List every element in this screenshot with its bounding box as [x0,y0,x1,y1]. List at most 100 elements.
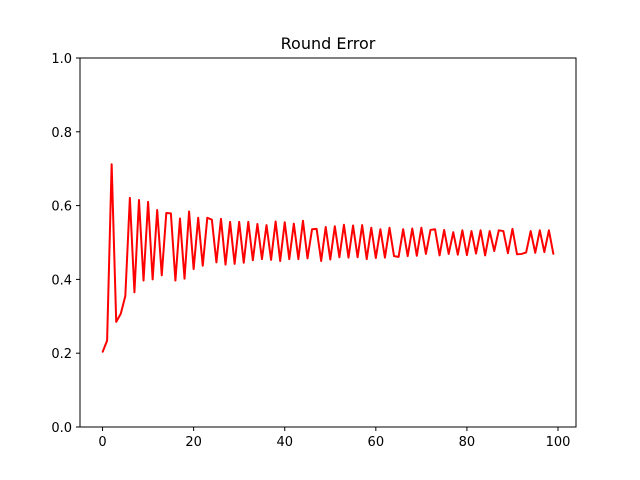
data-point [530,230,532,232]
data-point [147,201,149,203]
data-point [466,254,468,256]
data-point [156,209,158,211]
series-layer [101,163,555,353]
data-point [452,231,454,233]
data-point [152,278,154,280]
data-point [516,253,518,255]
data-point [443,229,445,231]
data-point [183,278,186,280]
data-point [552,253,555,255]
data-point [252,259,254,261]
data-point [461,229,463,231]
data-point [224,264,227,266]
y-tick-label: 0.2 [51,347,72,362]
data-point [429,229,432,231]
data-point [238,221,240,223]
data-point [320,260,322,262]
data-point [311,228,313,230]
data-point [270,259,272,261]
data-point [448,253,450,255]
data-point [502,230,504,232]
data-point [370,227,372,229]
data-point [306,257,309,259]
y-tick-label: 1.0 [51,52,72,67]
data-point [215,261,218,264]
plot-frame [79,57,577,428]
data-point [498,229,500,231]
data-point [475,252,477,255]
data-point [297,258,299,260]
data-point [375,257,377,259]
data-point [115,321,117,323]
x-tick-label: 100 [546,435,571,450]
data-point [138,199,140,201]
data-point [229,221,231,223]
data-point [343,224,345,226]
data-point [397,256,400,258]
y-tick-label: 0.8 [51,126,72,141]
data-point [539,229,541,231]
data-point [197,217,199,219]
data-point [511,228,514,230]
data-point [256,223,259,225]
data-point [106,340,108,342]
data-point [247,221,249,223]
data-point [101,351,104,353]
data-point [288,258,290,260]
data-point [416,255,418,257]
data-point [284,221,286,223]
data-point [165,212,167,214]
data-point [543,251,545,253]
data-point [325,226,327,228]
data-point [279,260,281,262]
data-point [234,263,236,265]
chart-title: Round Error [281,34,376,53]
data-point [493,250,495,252]
data-point [211,219,213,221]
data-point [188,210,190,213]
data-point [124,295,126,297]
data-point [142,279,145,282]
data-point [357,256,359,258]
data-point [420,227,422,229]
data-point [334,225,336,227]
data-point [548,229,550,231]
data-point [434,228,436,230]
data-point [243,262,245,264]
data-point [265,224,268,226]
data-point [379,228,381,230]
data-point [338,256,340,258]
data-point [384,257,386,259]
data-point [361,224,363,226]
data-point [402,228,404,230]
data-point [120,313,122,315]
data-point [366,258,368,260]
data-point [520,253,523,255]
data-point [388,227,391,229]
data-point [393,255,395,257]
axis-ticks: 0 20 40 60 80 100 0.0 0.2 0.4 0.6 0.8 1.0 [51,52,570,450]
data-point [457,254,459,256]
data-point [206,217,208,219]
data-point [347,257,350,259]
x-tick-label: 80 [459,435,476,450]
data-point [275,220,277,223]
data-point [220,218,222,220]
data-point [507,252,509,254]
data-point [525,251,527,254]
y-tick-label: 0.4 [51,273,72,288]
data-point [438,254,441,257]
data-point [407,255,409,257]
data-point [133,291,136,293]
x-tick-label: 0 [98,435,106,450]
data-point [202,265,204,267]
x-tick-label: 60 [368,435,385,450]
data-point [484,254,486,257]
data-point [161,274,163,276]
data-point [302,220,304,222]
data-point [425,253,427,255]
series-line [101,163,555,353]
data-point [129,197,131,199]
data-point [352,224,354,227]
